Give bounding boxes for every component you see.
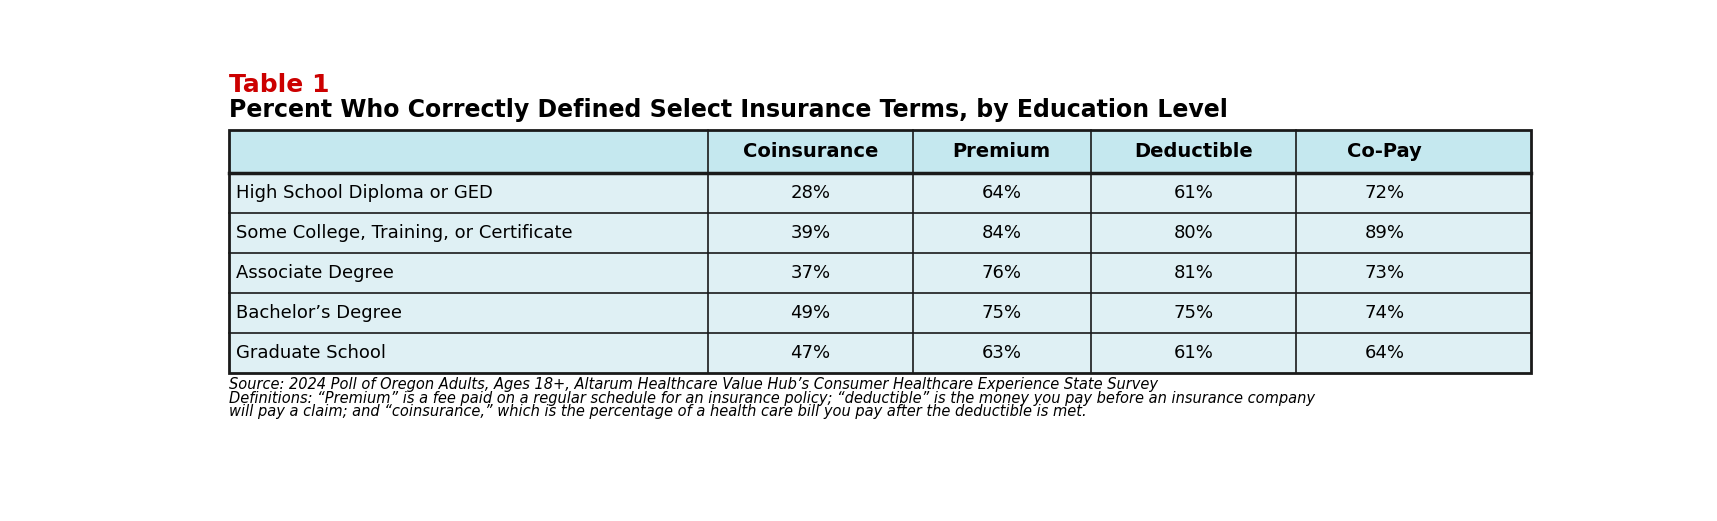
Text: 61%: 61% [1173,183,1214,202]
Text: 76%: 76% [982,264,1022,282]
Text: Premium: Premium [953,142,1051,161]
Text: Source: 2024 Poll of Oregon Adults, Ages 18+, Altarum Healthcare Value Hub’s Con: Source: 2024 Poll of Oregon Adults, Ages… [228,377,1157,392]
Text: Bachelor’s Degree: Bachelor’s Degree [237,304,402,322]
Text: 64%: 64% [982,183,1022,202]
Text: Graduate School: Graduate School [237,344,386,362]
Text: Definitions: “Premium” is a fee paid on a regular schedule for an insurance poli: Definitions: “Premium” is a fee paid on … [228,391,1315,405]
Text: 81%: 81% [1173,264,1214,282]
Text: Coinsurance: Coinsurance [742,142,877,161]
Text: 37%: 37% [790,264,831,282]
Text: 84%: 84% [982,224,1022,242]
Text: Associate Degree: Associate Degree [237,264,395,282]
Text: 28%: 28% [790,183,831,202]
Text: 75%: 75% [1173,304,1214,322]
Text: Deductible: Deductible [1133,142,1253,161]
Text: 61%: 61% [1173,344,1214,362]
Text: 73%: 73% [1365,264,1405,282]
Text: 89%: 89% [1365,224,1405,242]
Text: 72%: 72% [1365,183,1405,202]
Bar [228,213,1532,253]
Bar [228,333,1532,373]
Text: Co-Pay: Co-Pay [1348,142,1422,161]
Bar [228,172,1532,213]
Text: High School Diploma or GED: High School Diploma or GED [237,183,493,202]
Text: 39%: 39% [790,224,831,242]
Text: 75%: 75% [982,304,1022,322]
Text: 64%: 64% [1365,344,1405,362]
Text: 47%: 47% [790,344,831,362]
Text: will pay a claim; and “coinsurance,” which is the percentage of a health care bi: will pay a claim; and “coinsurance,” whi… [228,404,1087,419]
Text: 63%: 63% [982,344,1022,362]
Bar [228,130,1532,172]
Bar [228,293,1532,333]
Text: Percent Who Correctly Defined Select Insurance Terms, by Education Level: Percent Who Correctly Defined Select Ins… [228,98,1228,122]
Text: 74%: 74% [1365,304,1405,322]
Bar [228,130,1532,373]
Text: Table 1: Table 1 [228,73,330,97]
Bar [228,253,1532,293]
Text: 80%: 80% [1173,224,1214,242]
Text: 49%: 49% [790,304,831,322]
Text: Some College, Training, or Certificate: Some College, Training, or Certificate [237,224,573,242]
